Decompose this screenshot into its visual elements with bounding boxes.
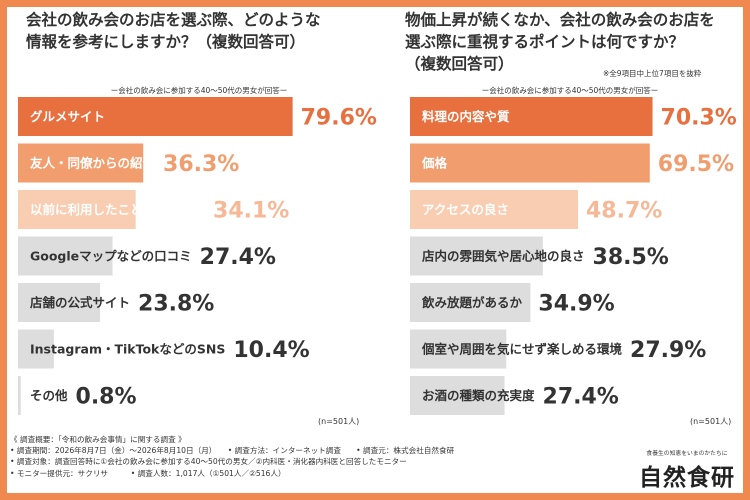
left-value-label-6: 10.4%	[233, 338, 309, 363]
right-title-line-1: 物価上昇が続くなか、会社の飲み会のお店を	[405, 11, 715, 29]
left-chart-title: 会社の飲み会のお店を選ぶ際、どのような 情報を参考にしますか？（複数回答可）	[26, 9, 366, 53]
left-category-label-2: 友人・同僚からの紹介	[29, 156, 156, 171]
right-bar-7	[410, 376, 505, 415]
left-value-label-3: 34.1%	[213, 199, 289, 224]
left-bar-6	[18, 329, 54, 369]
left-category-label-4: Googleマップなどの口コミ	[30, 249, 192, 264]
left-value-label-2: 36.3%	[163, 152, 239, 177]
left-chart-subtitle: ー会社の飲み会に参加する40〜50代の男女が回答ー	[110, 86, 288, 95]
left-bar-7	[18, 376, 21, 415]
left-category-label-3: 以前に利用したことがある店舗	[30, 202, 206, 217]
right-category-label-3: アクセスの良さ	[422, 202, 509, 217]
left-value-label-5: 23.8%	[138, 292, 214, 317]
right-chart-note: ※全9項目中上位7項目を抜粋	[603, 69, 702, 78]
left-category-label-1: グルメサイト	[30, 109, 105, 124]
survey-overview-line: • モニター提供元：サクリサ • 調査人数：1,017人（①501人／②516人…	[10, 468, 286, 478]
survey-overview-line: • 調査期間：2026年8月7日（金）〜2026年8月10日（月） • 調査方法…	[10, 446, 455, 456]
left-category-label-5: 店舗の公式サイト	[30, 295, 130, 310]
right-bar-chart: 料理の内容や質 70.3% 価格 69.5% アクセスの良さ 48.7% 店内の雰囲気や居心…	[410, 97, 737, 415]
survey-overview-line: • 調査対象：調査回答時に①会社の飲み会に参加する40〜50代の男女／②内科医・…	[10, 457, 407, 467]
left-bar-1	[18, 97, 293, 136]
right-sample-size: (n=501人)	[690, 417, 732, 426]
right-category-label-2: 価格	[421, 156, 448, 171]
right-bar-5	[410, 283, 531, 322]
right-category-label-5: 飲み放題があるか	[421, 295, 523, 310]
survey-overview-heading: 《 調査概要：「令和の飲み会事情」に関する調査 》	[10, 435, 186, 444]
brand-logo: 自然食研	[639, 464, 735, 491]
right-category-label-7: お酒の種類の充実度	[422, 388, 535, 403]
right-title-line-2: 選ぶ際に重視するポイントは何ですか？	[405, 33, 685, 51]
right-bar-2	[410, 143, 650, 183]
left-bar-2	[18, 143, 144, 183]
right-value-label-2: 69.5%	[658, 152, 734, 177]
right-bar-4	[410, 236, 543, 276]
left-category-label-6: Instagram・TikTokなどのSNS	[30, 342, 225, 357]
right-chart-title: 物価上昇が続くなか、会社の飲み会のお店を 選ぶ際に重視するポイントは何ですか？ …	[405, 9, 735, 75]
left-bar-3	[18, 190, 136, 229]
right-bar-3	[410, 190, 579, 229]
right-value-label-5: 34.9%	[538, 292, 614, 317]
left-value-label-7: 0.8%	[76, 385, 137, 410]
right-value-label-4: 38.5%	[593, 245, 669, 270]
survey-overview: 《 調査概要：「令和の飲み会事情」に関する調査 》 • 調査期間：2026年8月…	[10, 434, 610, 479]
right-value-label-3: 48.7%	[586, 199, 662, 224]
left-sample-size: (n=501人)	[318, 417, 360, 426]
right-category-label-6: 個室や周囲を気にせず楽しめる環境	[421, 342, 623, 357]
left-title-line-1: 会社の飲み会のお店を選ぶ際、どのような	[26, 11, 321, 29]
right-title-line-3: （複数回答可）	[405, 55, 514, 73]
right-category-label-4: 店内の雰囲気や居心地の良さ	[422, 249, 585, 264]
left-value-label-4: 27.4%	[200, 245, 276, 270]
right-chart-subtitle: ー会社の飲み会に参加する40〜50代の男女が回答ー	[481, 86, 659, 95]
left-title-line-2: 情報を参考にしますか？（複数回答可）	[26, 33, 306, 51]
left-category-label-7: その他	[30, 388, 68, 403]
right-category-label-1: 料理の内容や質	[422, 109, 510, 124]
left-bar-chart: グルメサイト 79.6% 友人・同僚からの紹介 36.3% 以前に利用したことがある店舗…	[18, 97, 377, 415]
right-bar-6	[410, 329, 507, 369]
left-bar-5	[18, 283, 101, 322]
right-value-label-1: 70.3%	[661, 106, 737, 131]
brand-tagline: 食養生の知恵をいまのかたちに	[646, 451, 728, 457]
right-value-label-6: 27.9%	[630, 338, 706, 363]
right-value-label-7: 27.4%	[543, 385, 619, 410]
right-bar-1	[410, 97, 653, 136]
left-bar-4	[18, 236, 113, 276]
left-value-label-1: 79.6%	[301, 106, 377, 131]
